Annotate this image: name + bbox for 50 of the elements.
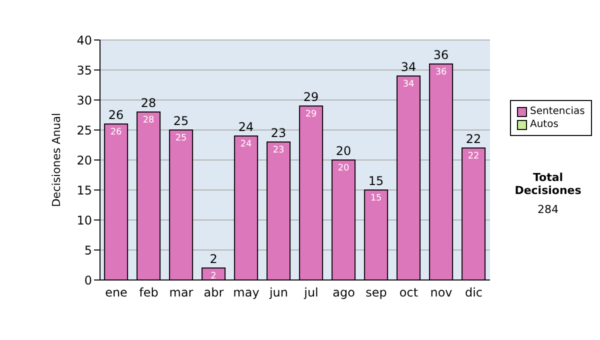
data-label: 25 xyxy=(175,133,187,144)
x-tick-label: dic xyxy=(464,286,483,300)
data-label: 36 xyxy=(435,67,448,78)
x-tick-label: ene xyxy=(105,286,128,300)
y-tick-label: 20 xyxy=(76,153,92,168)
total-label: 26 xyxy=(108,108,124,122)
total-label: 20 xyxy=(336,144,352,158)
data-label: 2 xyxy=(210,271,216,282)
total-label: 36 xyxy=(433,48,449,62)
x-tick-label: jul xyxy=(303,286,318,300)
total-label: 34 xyxy=(400,60,416,74)
total-label: 24 xyxy=(238,120,254,134)
x-tick-label: oct xyxy=(399,286,418,300)
y-axis-title: Decisiones Anual xyxy=(50,112,63,208)
legend-label: Sentencias xyxy=(530,105,585,118)
data-label: 26 xyxy=(110,127,122,138)
data-label: 15 xyxy=(370,193,382,204)
x-tick-label: may xyxy=(233,286,260,300)
total-label: 15 xyxy=(368,174,384,188)
x-tick-label: sep xyxy=(366,286,387,300)
text: 284 xyxy=(536,203,560,216)
y-tick-label: 15 xyxy=(76,183,92,198)
data-label: 22 xyxy=(468,151,480,162)
total-label: 23 xyxy=(270,126,286,140)
data-label: 23 xyxy=(272,145,284,156)
y-tick-label: 30 xyxy=(76,93,92,108)
total-label: 28 xyxy=(140,96,156,110)
legend-label: Autos xyxy=(530,118,558,131)
x-tick-label: nov xyxy=(430,286,452,300)
data-label: 34 xyxy=(402,79,415,90)
x-tick-label: abr xyxy=(204,286,224,300)
data-label: 29 xyxy=(305,109,318,120)
x-tick-label: mar xyxy=(169,286,194,300)
total-label: 22 xyxy=(466,132,482,146)
y-tick-label: 10 xyxy=(76,213,92,228)
text: Total Decisiones xyxy=(514,171,582,197)
y-tick-label: 5 xyxy=(84,243,92,258)
data-label: 28 xyxy=(142,115,155,126)
x-tick-label: ago xyxy=(332,286,355,300)
total-label: 25 xyxy=(173,114,189,128)
total-label: 2 xyxy=(210,252,218,266)
x-tick-label: feb xyxy=(139,286,158,300)
y-tick-label: 40 xyxy=(76,33,92,48)
data-label: 20 xyxy=(338,163,350,174)
total-label: 29 xyxy=(303,90,319,104)
y-tick-label: 35 xyxy=(76,63,92,78)
y-tick-label: 25 xyxy=(76,123,92,138)
y-tick-label: 0 xyxy=(84,273,92,288)
x-tick-label: jun xyxy=(268,286,288,300)
data-label: 24 xyxy=(240,139,252,150)
